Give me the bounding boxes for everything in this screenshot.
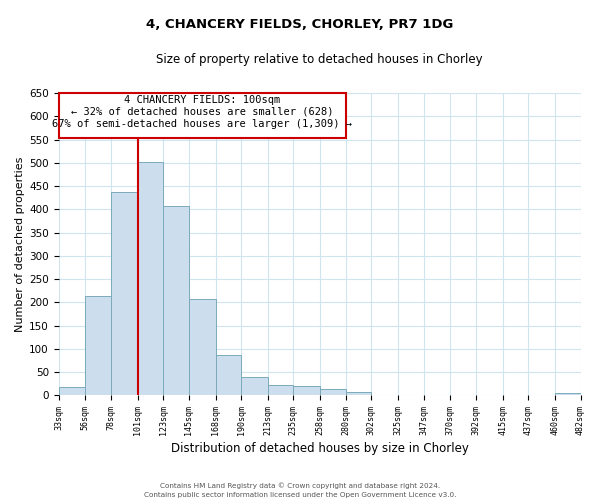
Bar: [85, 296, 111, 396]
Bar: [189, 299, 215, 396]
Text: 4, CHANCERY FIELDS, CHORLEY, PR7 1DG: 4, CHANCERY FIELDS, CHORLEY, PR7 1DG: [146, 18, 454, 30]
Bar: [268, 385, 293, 396]
Y-axis label: Number of detached properties: Number of detached properties: [15, 156, 25, 332]
Bar: [215, 355, 241, 396]
Bar: [320, 390, 346, 396]
Text: Contains HM Land Registry data © Crown copyright and database right 2024.: Contains HM Land Registry data © Crown c…: [160, 482, 440, 489]
Bar: [346, 392, 371, 396]
Bar: [163, 206, 189, 396]
Bar: [293, 386, 320, 396]
Bar: [137, 162, 163, 396]
Text: Contains public sector information licensed under the Open Government Licence v3: Contains public sector information licen…: [144, 492, 456, 498]
FancyBboxPatch shape: [59, 93, 346, 138]
Bar: [241, 376, 268, 396]
Title: Size of property relative to detached houses in Chorley: Size of property relative to detached ho…: [156, 52, 483, 66]
Bar: [555, 393, 581, 396]
X-axis label: Distribution of detached houses by size in Chorley: Distribution of detached houses by size …: [170, 442, 469, 455]
Text: 4 CHANCERY FIELDS: 100sqm
← 32% of detached houses are smaller (628)
67% of semi: 4 CHANCERY FIELDS: 100sqm ← 32% of detac…: [52, 96, 352, 128]
Bar: [111, 192, 137, 396]
Bar: [59, 387, 85, 396]
